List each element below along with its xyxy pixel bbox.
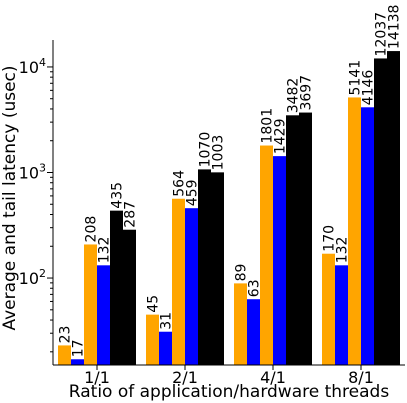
bar-2-1-0 [146, 314, 159, 365]
x-axis-label: Ratio of application/hardware threads [69, 382, 390, 402]
bar-1-1-2 [84, 244, 97, 365]
bar-2-1-4 [198, 169, 211, 365]
bar-4-1-2 [260, 145, 273, 365]
bar-8-1-1 [335, 265, 348, 365]
bar-4-1-3 [273, 156, 286, 365]
y-tick-label: 103 [19, 161, 46, 182]
bar-8-1-0 [322, 253, 335, 365]
data-label: 132 [97, 237, 113, 264]
data-label: 45 [146, 295, 162, 313]
x-tick-label: 2/1 [172, 368, 198, 387]
bar-4-1-4 [286, 115, 299, 365]
data-label: 564 [172, 170, 188, 197]
bar-8-1-3 [361, 107, 374, 366]
data-label: 14138 [387, 5, 403, 50]
bar-4-1-5 [299, 112, 312, 365]
data-label: 1070 [198, 132, 214, 168]
bar-4-1-1 [247, 299, 260, 365]
data-label: 1003 [211, 135, 227, 171]
bar-2-1-2 [172, 198, 185, 365]
data-label: 31 [159, 312, 175, 330]
data-label: 17 [71, 339, 87, 357]
bar-2-1-1 [159, 331, 172, 365]
x-tick-label: 1/1 [84, 368, 110, 387]
y-axis-label: Average and tail latency (usec) [0, 65, 20, 330]
data-label: 5141 [348, 60, 364, 96]
data-label: 3482 [286, 78, 302, 114]
data-label: 435 [110, 182, 126, 209]
bar-2-1-3 [185, 208, 198, 365]
bar-8-1-2 [348, 97, 361, 366]
data-label: 3697 [299, 75, 315, 111]
bar-1-1-5 [123, 229, 136, 365]
bar-1-1-4 [110, 210, 123, 365]
data-label: 287 [123, 201, 139, 228]
bar-1-1-1 [71, 359, 84, 365]
data-label: 4146 [361, 70, 377, 106]
data-label: 1801 [260, 108, 276, 144]
data-label: 23 [58, 326, 74, 344]
bar-2-1-5 [211, 172, 224, 365]
data-label: 63 [247, 279, 263, 297]
bar-8-1-4 [374, 58, 387, 365]
data-label: 132 [335, 237, 351, 264]
data-label: 170 [322, 225, 338, 252]
bar-8-1-5 [387, 51, 400, 365]
y-tick-label: 104 [19, 56, 46, 77]
data-label: 1429 [273, 118, 289, 154]
x-ticks-group: 1/1 2/1 4/1 8/1 [84, 365, 374, 387]
bar-4-1-0 [234, 283, 247, 365]
data-label: 12037 [374, 12, 390, 57]
y-tick-label: 102 [19, 267, 46, 288]
bar-1-1-3 [97, 265, 110, 365]
x-tick-label: 8/1 [348, 368, 374, 387]
data-label: 89 [234, 264, 250, 282]
data-label: 459 [185, 179, 201, 206]
bar-1-1-0 [58, 345, 71, 365]
x-tick-label: 4/1 [260, 368, 286, 387]
bars-group [58, 51, 400, 366]
data-labels-group: 2317208132435287453156445910701003896318… [58, 5, 403, 358]
y-ticks-group: 102 103 104 [19, 56, 53, 353]
data-label: 208 [84, 216, 100, 243]
